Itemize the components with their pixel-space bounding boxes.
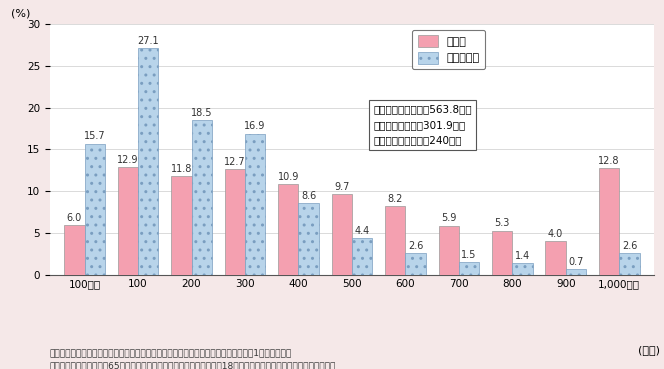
Bar [620,253,639,275]
Bar [513,263,533,275]
Bar [171,176,191,275]
Text: 1.5: 1.5 [461,250,477,260]
Bar [352,238,373,275]
Text: 10.9: 10.9 [278,172,299,182]
Text: 0.7: 0.7 [568,257,584,267]
Bar [64,225,84,275]
Text: 4.4: 4.4 [355,226,370,236]
Text: 12.9: 12.9 [117,155,139,165]
Bar [385,206,406,275]
Bar [599,168,620,275]
Bar [406,253,426,275]
Text: 2.6: 2.6 [408,241,423,251]
Bar [546,241,566,275]
Bar [459,262,479,275]
Text: 12.7: 12.7 [224,156,246,166]
Text: 12.8: 12.8 [598,156,620,166]
Text: 16.9: 16.9 [244,121,266,131]
Text: 27.1: 27.1 [137,36,159,46]
Text: 9.7: 9.7 [334,182,349,192]
Text: 全世帯平均　　　　563.8万円
高齢者世帯平均　301.9万円
高齢者世帯中央値　240万円: 全世帯平均 563.8万円 高齢者世帯平均 301.9万円 高齢者世帯中央値 2… [373,104,471,145]
Bar [331,194,352,275]
Legend: 全世帯, 高齢者世帯: 全世帯, 高齢者世帯 [412,30,485,69]
Bar [224,169,245,275]
Bar [566,269,586,275]
Text: 18.5: 18.5 [191,108,212,118]
Text: 11.8: 11.8 [171,164,192,174]
Text: (万円): (万円) [638,345,660,355]
Text: 8.6: 8.6 [301,191,316,201]
Bar [245,134,266,275]
Text: （注）高齢者世帯とは、65歳以上の者のみで構成するか、又はこれに18歳未満の未婚の者が加わった世帯をいう。: （注）高齢者世帯とは、65歳以上の者のみで構成するか、又はこれに18歳未満の未婚… [50,361,336,369]
Text: 2.6: 2.6 [622,241,637,251]
Bar [492,231,513,275]
Text: 15.7: 15.7 [84,131,106,141]
Bar [84,144,105,275]
Bar [298,203,319,275]
Text: 1.4: 1.4 [515,251,530,261]
Text: 資料：厚生労働省「国民生活基砀調査」（平成１８年）（同調査における平成１７年1年間の所得）: 資料：厚生労働省「国民生活基砀調査」（平成１８年）（同調査における平成１７年1年… [50,349,292,358]
Bar [191,120,212,275]
Text: 5.3: 5.3 [495,218,510,228]
Text: 4.0: 4.0 [548,230,563,239]
Bar [138,48,158,275]
Text: 5.9: 5.9 [441,213,456,224]
Bar [278,184,298,275]
Bar [438,225,459,275]
Text: (%): (%) [11,9,30,19]
Text: 6.0: 6.0 [67,213,82,223]
Bar [118,167,138,275]
Text: 8.2: 8.2 [388,194,403,204]
